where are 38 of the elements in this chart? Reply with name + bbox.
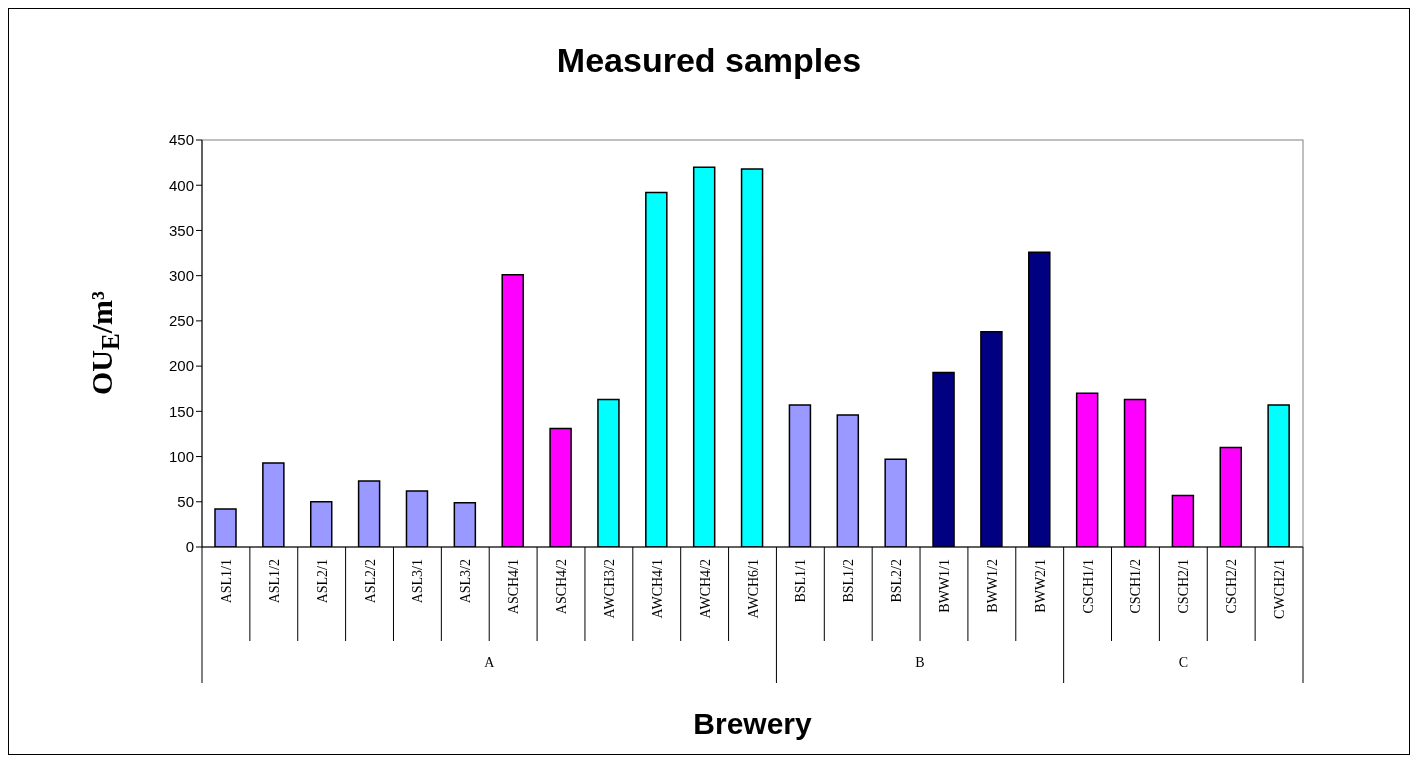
x-tick-label: ASL2/1 [314,559,330,604]
x-tick-label: ASCH4/1 [506,559,522,615]
y-tick-label: 350 [168,221,194,239]
x-tick-label: BWW2/1 [1032,559,1048,613]
text: C [1178,655,1188,670]
x-tick-label: BSL1/2 [841,559,857,603]
y-tick-label: 0 [185,538,194,556]
y-tick-label: 450 [168,131,194,149]
x-tick-label: ASL2/2 [362,559,378,604]
x-tick-label: CSCH2/2 [1224,559,1240,614]
x-tick-label: BWW1/1 [936,559,952,613]
x-tick-label: ASL1/2 [266,559,282,604]
x-tick-label: CSCH2/1 [1176,559,1192,614]
x-tick-label: CSCH1/2 [1128,559,1144,614]
text: A [484,655,496,670]
x-tick-label: AWCH4/2 [697,559,713,619]
x-tick-label: CSCH1/1 [1080,559,1096,614]
x-tick-label: BWW1/2 [984,559,1000,613]
x-axis-title: Brewery [692,707,813,741]
chart-title: Measured samples [555,41,863,80]
y-tick-label: 50 [177,493,194,511]
x-tick-label: ASCH4/2 [554,559,570,615]
x-tick-label: ASL3/2 [458,559,474,604]
y-tick-label: 100 [168,447,194,465]
y-tick-label: 150 [168,402,194,420]
x-tick-label: ASL1/1 [218,559,234,604]
text: B [915,655,925,670]
y-tick-label: 250 [168,312,194,330]
x-tick-label: BSL1/1 [793,559,809,603]
x-tick-label: AWCH3/2 [601,559,617,619]
y-tick-label: 400 [168,176,194,194]
x-tick-label: ASL3/1 [410,559,426,604]
x-tick-label: BSL2/2 [889,559,905,603]
y-tick-label: 300 [168,266,194,284]
x-tick-label: AWCH4/1 [649,559,665,619]
x-tick-label: CWCH2/1 [1272,559,1288,619]
y-tick-label: 200 [168,357,194,375]
x-tick-label: AWCH6/1 [745,559,761,619]
